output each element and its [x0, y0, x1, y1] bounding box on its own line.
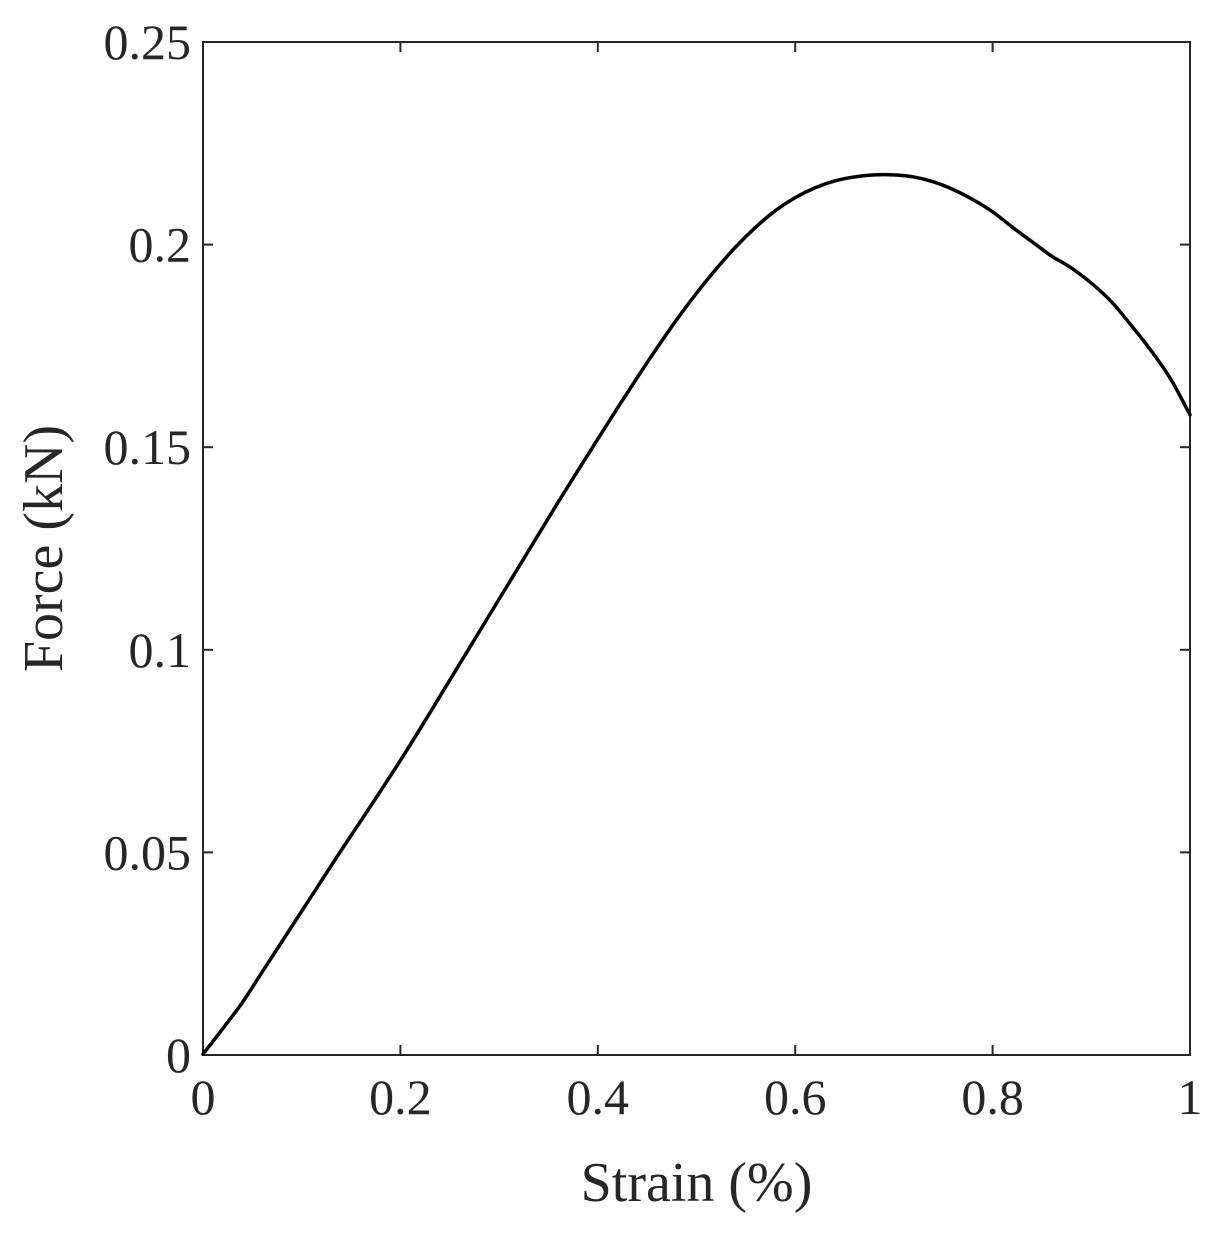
- force-strain-curve: [201, 172, 1192, 1056]
- y-axis-title: Force (kN): [13, 425, 75, 672]
- x-tick-label: 0.2: [369, 1069, 432, 1125]
- x-tick-label: 0.8: [961, 1069, 1024, 1125]
- y-tick-label: 0.05: [104, 824, 192, 880]
- x-tick-label: 0: [191, 1069, 216, 1125]
- y-axis-ticks: 0 0.05 0.1 0.15 0.2 0.25: [104, 14, 1190, 1083]
- y-tick-label: 0.2: [129, 217, 192, 273]
- y-tick-label: 0.25: [104, 14, 192, 70]
- x-tick-label: 0.6: [764, 1069, 827, 1125]
- y-tick-label: 0.1: [129, 622, 192, 678]
- x-tick-label: 1: [1178, 1069, 1203, 1125]
- y-tick-label: 0.15: [104, 419, 192, 475]
- y-tick-label: 0: [166, 1027, 191, 1083]
- x-axis-title: Strain (%): [581, 1152, 813, 1214]
- x-axis-ticks: 0 0.2 0.4 0.6 0.8 1: [191, 42, 1203, 1125]
- x-tick-label: 0.4: [567, 1069, 630, 1125]
- plot-area-border: [202, 41, 1191, 1056]
